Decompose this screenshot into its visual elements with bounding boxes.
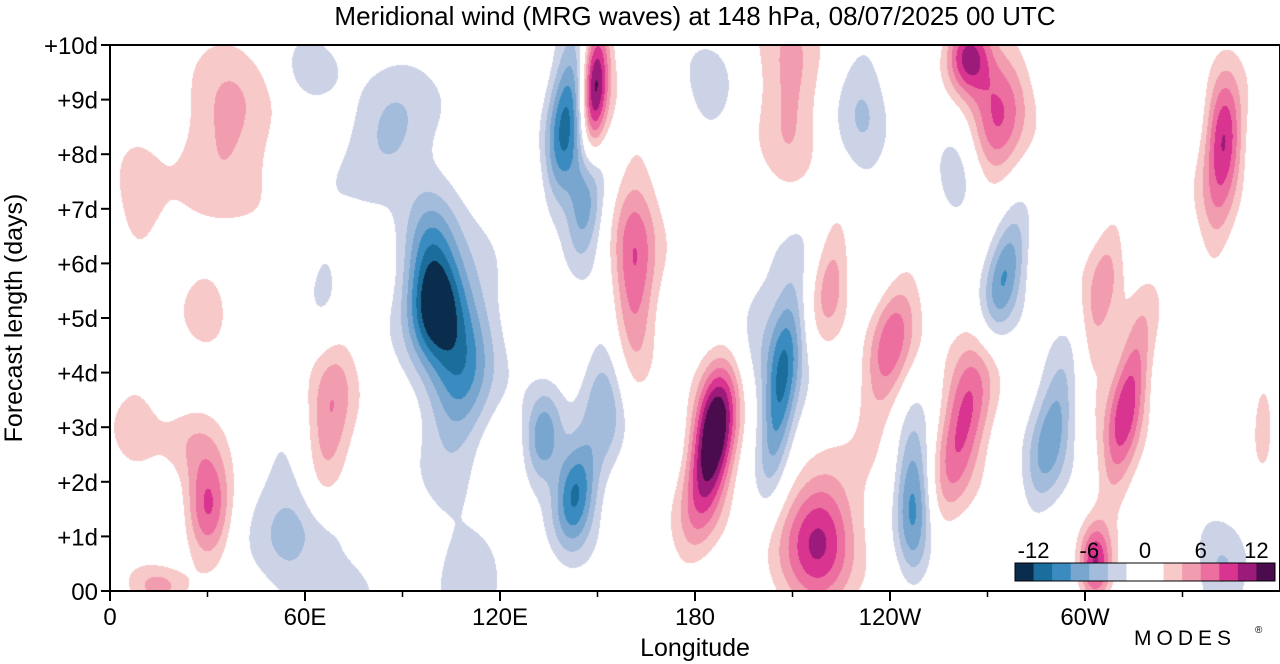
y-tick-label: +5d	[57, 306, 98, 333]
colorbar-swatch	[1089, 563, 1109, 581]
y-tick-label: +7d	[57, 197, 98, 224]
y-tick-label: 00	[71, 579, 98, 606]
colorbar-tick-label: -6	[1080, 538, 1100, 563]
colorbar-swatch	[1237, 563, 1257, 581]
colorbar-swatch	[1219, 563, 1239, 581]
y-axis-title: Forecast length (days)	[0, 194, 28, 443]
x-tick-label: 180	[675, 604, 715, 631]
colorbar-swatch	[1163, 563, 1183, 581]
y-tick-label: +2d	[57, 470, 98, 497]
colorbar-swatch	[1200, 563, 1220, 581]
colorbar-swatch	[1256, 563, 1276, 581]
y-tick-label: +10d	[44, 33, 98, 60]
y-tick-label: +6d	[57, 251, 98, 278]
x-tick-label: 60E	[284, 604, 327, 631]
y-tick-label: +9d	[57, 88, 98, 115]
colorbar-swatch	[1070, 563, 1090, 581]
colorbar-tick-label: -12	[1018, 538, 1050, 563]
colorbar-tick-label: 12	[1244, 538, 1268, 563]
x-tick-label: 60W	[1060, 604, 1110, 631]
x-tick-label: 120E	[472, 604, 528, 631]
y-tick-label: +8d	[57, 142, 98, 169]
colorbar-tick-label: 6	[1195, 538, 1207, 563]
x-tick-label: 120W	[859, 604, 922, 631]
logo-text: MODES	[1134, 627, 1236, 650]
chart-title: Meridional wind (MRG waves) at 148 hPa, …	[334, 1, 1055, 31]
colorbar-swatch	[1182, 563, 1202, 581]
colorbar-swatch	[1107, 563, 1127, 581]
x-axis: 0 60E 120E 180 120W 60W	[103, 591, 1184, 631]
y-tick-label: +1d	[57, 524, 98, 551]
modes-logo: MODES ®	[1134, 625, 1263, 650]
x-axis-title: Longitude	[640, 634, 750, 662]
logo-mark: ®	[1255, 625, 1263, 636]
x-tick-label: 0	[103, 604, 116, 631]
y-tick-label: +3d	[57, 415, 98, 442]
y-tick-label: +4d	[57, 361, 98, 388]
wind-field-contours	[110, 45, 1280, 591]
colorbar-legend: -12 -6 0 6 12	[1014, 538, 1276, 582]
colorbar-swatch	[1052, 563, 1072, 581]
y-axis: 00 +1d +2d +3d +4d +5d +6d +7d +8d +9d +10d	[44, 33, 110, 606]
colorbar-swatch	[1015, 563, 1035, 581]
colorbar-swatch	[1126, 563, 1165, 581]
colorbar-tick-label: 0	[1139, 538, 1151, 563]
colorbar-swatch	[1033, 563, 1053, 581]
colorbar-frame	[1014, 562, 1276, 582]
